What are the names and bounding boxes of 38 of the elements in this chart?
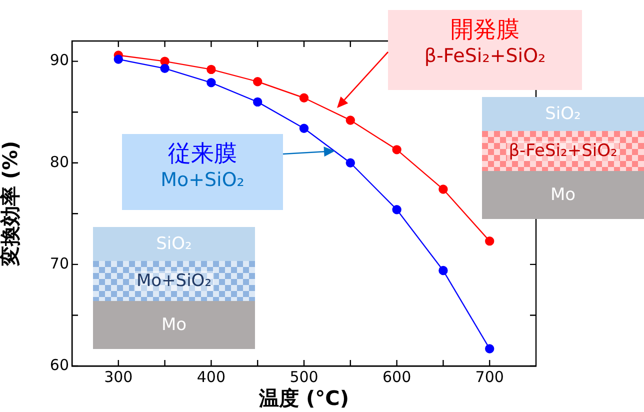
point (485, 344, 494, 354)
annotation: Mo+SiO₂ (160, 168, 246, 192)
x-tick-label: 700 (475, 368, 504, 386)
point (438, 266, 448, 276)
annotation: Mo (93, 301, 255, 349)
point (346, 158, 355, 168)
x-axis-title: 温度 (°C) (258, 386, 349, 410)
series-label: 従来膜 (167, 140, 238, 169)
point (253, 77, 262, 86)
point (160, 64, 170, 74)
point (114, 54, 123, 64)
callout-box: 開発膜 β-FeSi₂+SiO₂ (388, 10, 582, 90)
point (346, 116, 355, 125)
layer-stack: SiO₂ β-FeSi₂+SiO₂ Mo (482, 97, 644, 219)
annotation: β-FeSi₂+SiO₂ (423, 44, 547, 68)
point (299, 124, 309, 133)
x-tick-label: 500 (290, 368, 318, 386)
y-tick-label: 60 (50, 356, 69, 374)
point (392, 204, 402, 214)
point (485, 236, 494, 246)
callout-box: 従来膜 Mo+SiO₂ (122, 134, 283, 210)
point (253, 97, 262, 107)
y-tick-label: 80 (50, 152, 69, 171)
annotation: SiO₂ (93, 227, 255, 261)
annotation: β-FeSi₂+SiO₂ (506, 141, 620, 161)
point (392, 145, 402, 154)
point (206, 78, 216, 88)
y-tick-label: 90 (50, 51, 69, 70)
point (438, 184, 448, 194)
point (299, 93, 309, 102)
layer-stack: SiO₂ Mo+SiO₂ Mo (93, 227, 255, 349)
y-axis-title: 変換効率 (%) (0, 140, 22, 268)
x-tick-label: 600 (382, 368, 412, 386)
annotation: Mo+SiO₂ (134, 271, 214, 291)
x-tick-label: 300 (104, 368, 133, 386)
x-tick-label: 400 (196, 368, 226, 386)
point (206, 64, 216, 74)
y-tick-label: 70 (50, 254, 69, 272)
